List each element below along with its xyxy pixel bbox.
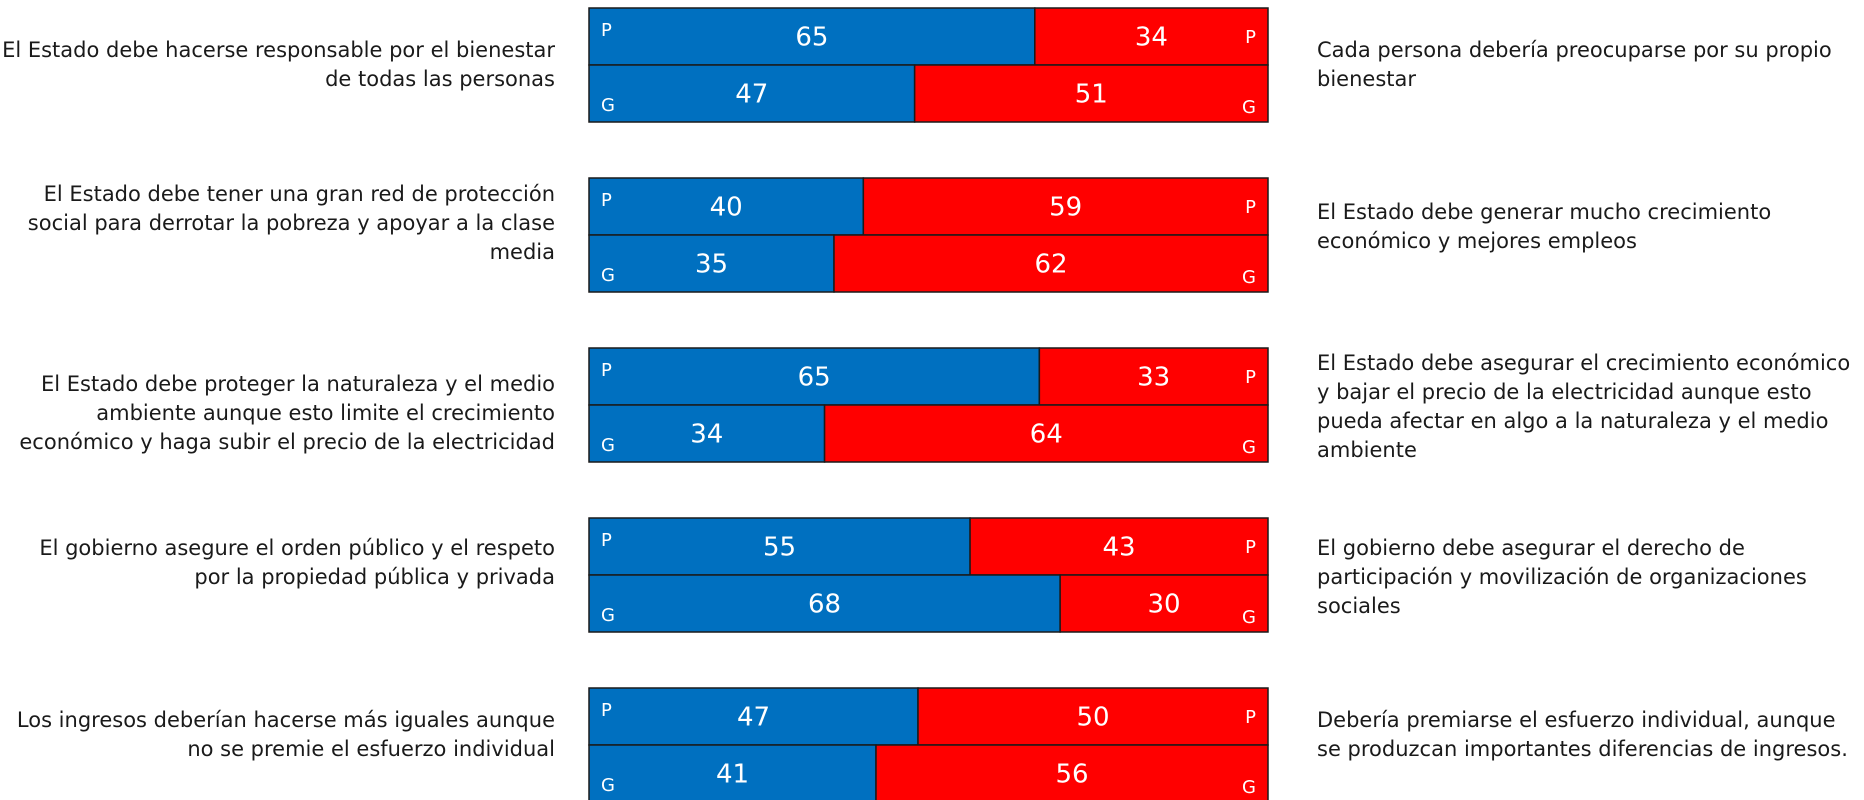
- bar-4-p-right-value: 43: [1102, 533, 1135, 563]
- bar-5-p-right: [917, 687, 1269, 746]
- bar-1-p-right-value: 34: [1135, 23, 1168, 53]
- bar-5-p-left-tag: P: [601, 700, 612, 721]
- bar-4-g-left: [588, 574, 1061, 633]
- bar-3-p-right-tag: P: [1245, 367, 1256, 388]
- left-statement-4: El gobierno asegure el orden público y e…: [39, 536, 555, 589]
- bar-4-p-left-value: 55: [763, 533, 796, 563]
- left-statement-1: El Estado debe hacerse responsable por e…: [2, 38, 555, 91]
- bar-3-p-left: [588, 347, 1041, 406]
- bar-1-g-left-tag: G: [601, 95, 615, 116]
- bar-2-g-right-value: 62: [1034, 250, 1067, 280]
- bar-2-g-right-tag: G: [1242, 267, 1256, 288]
- right-statement-5: Debería premiarse el esfuerzo individual…: [1317, 708, 1848, 761]
- bar-3-g-right: [823, 404, 1269, 463]
- bar-4-g-left-value: 68: [808, 590, 841, 620]
- bar-1-g-right-value: 51: [1075, 80, 1108, 110]
- bar-2-p-left-value: 40: [710, 193, 743, 223]
- bar-5-p-right-value: 50: [1076, 703, 1109, 733]
- right-statement-3: El Estado debe asegurar el crecimiento e…: [1317, 351, 1851, 462]
- left-statement-2: El Estado debe tener una gran red de pro…: [27, 182, 555, 264]
- bar-3-g-right-tag: G: [1242, 437, 1256, 458]
- bar-4-p-left-tag: P: [601, 530, 612, 551]
- bar-3-g-left-tag: G: [601, 435, 615, 456]
- bar-4-g-right-tag: G: [1242, 607, 1256, 628]
- bar-5-g-left-value: 41: [716, 760, 749, 790]
- bar-1-p-left-value: 65: [795, 23, 828, 53]
- right-statement-2: El Estado debe generar mucho crecimiento…: [1317, 200, 1772, 253]
- bar-5-g-left-tag: G: [601, 775, 615, 796]
- bar-5-g-right-value: 56: [1055, 760, 1088, 790]
- bar-5-g-right-tag: G: [1242, 777, 1256, 798]
- bar-3-g-right-value: 64: [1030, 420, 1063, 450]
- bar-3-p-left-tag: P: [601, 360, 612, 381]
- bar-4-g-left-tag: G: [601, 605, 615, 626]
- right-statement-1: Cada persona debería preocuparse por su …: [1317, 38, 1832, 91]
- bar-1-p-right-tag: P: [1245, 27, 1256, 48]
- bar-1-p-left: [588, 7, 1036, 66]
- left-statement-5: Los ingresos deberían hacerse más iguale…: [16, 708, 555, 761]
- bar-4-p-left: [588, 517, 971, 576]
- bar-3-g-left-value: 34: [690, 420, 723, 450]
- bar-4-g-right-value: 30: [1148, 590, 1181, 620]
- bar-3-p-left-value: 65: [798, 363, 831, 393]
- bar-2-g-left-value: 35: [695, 250, 728, 280]
- bar-5-p-left-value: 47: [737, 703, 770, 733]
- bar-2-g-left-tag: G: [601, 265, 615, 286]
- bar-2-p-right: [862, 177, 1269, 236]
- bar-2-p-left: [588, 177, 865, 236]
- bar-1-g-right-tag: G: [1242, 97, 1256, 118]
- bar-3-g-left: [588, 404, 826, 463]
- right-statement-4: El gobierno debe asegurar el derecho de …: [1317, 536, 1807, 618]
- bar-3-p-right-value: 33: [1137, 363, 1170, 393]
- bar-4-p-right: [969, 517, 1269, 576]
- bar-1-g-left: [588, 64, 916, 123]
- bar-2-p-left-tag: P: [601, 190, 612, 211]
- bar-3-p-right: [1038, 347, 1269, 406]
- bar-4-p-right-tag: P: [1245, 537, 1256, 558]
- bar-1-g-right: [913, 64, 1269, 123]
- bar-5-g-right: [875, 744, 1269, 800]
- left-statement-3: El Estado debe proteger la naturaleza y …: [19, 372, 555, 454]
- bar-5-p-right-tag: P: [1245, 707, 1256, 728]
- bar-2-g-right: [833, 234, 1269, 293]
- bar-4-g-right: [1059, 574, 1269, 633]
- bar-2-p-right-value: 59: [1049, 193, 1082, 223]
- bar-1-g-left-value: 47: [735, 80, 768, 110]
- bar-2-p-right-tag: P: [1245, 197, 1256, 218]
- bar-1-p-left-tag: P: [601, 20, 612, 41]
